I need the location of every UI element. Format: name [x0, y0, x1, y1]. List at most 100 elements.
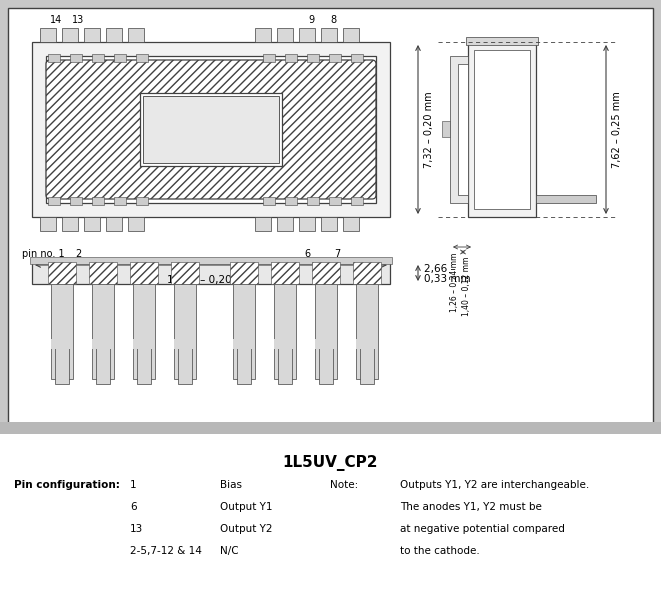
Bar [137, 344, 151, 384]
Bar [321, 28, 337, 42]
Bar [278, 344, 292, 384]
Bar [353, 262, 381, 284]
Bar [263, 54, 275, 62]
Text: 9: 9 [308, 15, 314, 25]
Text: 0,33 mm: 0,33 mm [424, 274, 471, 284]
Bar [128, 28, 144, 42]
Bar [136, 54, 148, 62]
Bar [32, 42, 390, 217]
Bar [30, 257, 392, 264]
Bar [230, 262, 258, 284]
Bar [356, 339, 378, 349]
Bar [312, 262, 340, 284]
Bar [171, 262, 199, 284]
Text: 1,26 – 0,24 mm: 1,26 – 0,24 mm [450, 253, 459, 312]
Text: at negative potential compared: at negative potential compared [400, 524, 565, 534]
Bar [106, 217, 122, 231]
Text: Output Y2: Output Y2 [220, 524, 272, 534]
Bar [133, 284, 155, 379]
Bar [329, 54, 341, 62]
Bar [351, 54, 363, 62]
Bar [84, 28, 100, 42]
Bar [32, 262, 390, 284]
Bar [299, 217, 315, 231]
Text: The anodes Y1, Y2 must be: The anodes Y1, Y2 must be [400, 502, 542, 512]
Text: Pin configuration:: Pin configuration: [14, 480, 120, 490]
Bar [315, 339, 337, 349]
Text: 1L5UV_CP2: 1L5UV_CP2 [282, 455, 377, 471]
Bar [356, 284, 378, 379]
Bar [442, 121, 450, 137]
Text: 6: 6 [304, 249, 310, 259]
Bar [92, 197, 104, 205]
Bar [274, 284, 296, 379]
Bar [48, 54, 60, 62]
Bar [233, 284, 255, 379]
Bar [133, 339, 155, 349]
Bar [48, 197, 60, 205]
Bar [299, 28, 315, 42]
Bar [307, 54, 319, 62]
Text: Bias: Bias [220, 480, 242, 490]
Bar [0, 434, 661, 598]
Bar [114, 54, 126, 62]
Bar [343, 28, 359, 42]
Bar [360, 344, 374, 384]
Bar [274, 339, 296, 349]
Text: 19,55 – 0,20 mm: 19,55 – 0,20 mm [167, 275, 255, 285]
Bar [128, 217, 144, 231]
Text: pin no. 1: pin no. 1 [22, 249, 65, 259]
Bar [40, 217, 56, 231]
Bar [174, 339, 196, 349]
Bar [263, 197, 275, 205]
Bar [351, 197, 363, 205]
Bar [315, 284, 337, 379]
Bar [271, 262, 299, 284]
Bar [536, 195, 596, 203]
Bar [92, 54, 104, 62]
Bar [84, 217, 100, 231]
Bar [130, 262, 158, 284]
Bar [51, 339, 73, 349]
Bar [285, 197, 297, 205]
Bar [136, 197, 148, 205]
Bar [255, 28, 271, 42]
Bar [174, 284, 196, 379]
Bar [62, 28, 78, 42]
Text: 1,40 – 0,12 mm: 1,40 – 0,12 mm [462, 257, 471, 316]
Bar [143, 96, 279, 163]
Bar [70, 54, 82, 62]
Bar [178, 344, 192, 384]
Text: 13: 13 [130, 524, 143, 534]
Text: 7,32 – 0,20 mm: 7,32 – 0,20 mm [424, 91, 434, 168]
Bar [458, 64, 468, 195]
Bar [55, 344, 69, 384]
Bar [92, 284, 114, 379]
Bar [321, 217, 337, 231]
Text: to the cathode.: to the cathode. [400, 546, 480, 556]
Bar [277, 28, 293, 42]
Bar [255, 217, 271, 231]
Text: 2-5,7-12 & 14: 2-5,7-12 & 14 [130, 546, 202, 556]
Text: N/C: N/C [220, 546, 239, 556]
Text: 2: 2 [75, 249, 81, 259]
Text: 6: 6 [130, 502, 137, 512]
Bar [474, 50, 530, 209]
Bar [48, 262, 76, 284]
Bar [285, 54, 297, 62]
Bar [92, 339, 114, 349]
Bar [307, 197, 319, 205]
Bar [468, 42, 536, 217]
Bar [51, 284, 73, 379]
Bar [62, 217, 78, 231]
Text: Note:: Note: [330, 480, 358, 490]
Bar [40, 28, 56, 42]
Bar [450, 56, 468, 203]
Bar [343, 217, 359, 231]
Text: 13: 13 [72, 15, 84, 25]
Text: 1: 1 [130, 480, 137, 490]
Bar [277, 217, 293, 231]
Bar [106, 28, 122, 42]
Bar [114, 197, 126, 205]
Bar [46, 56, 376, 203]
